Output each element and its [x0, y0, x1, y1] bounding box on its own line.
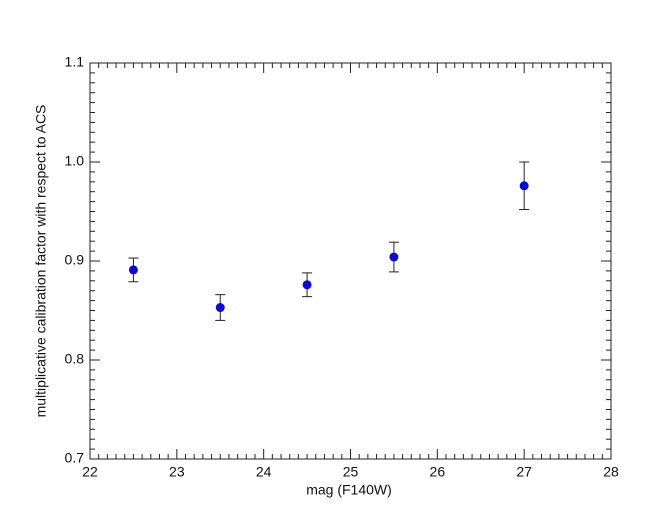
- y-tick-label: 0.7: [65, 450, 85, 466]
- x-tick-label: 22: [82, 464, 98, 480]
- x-tick-label: 27: [516, 464, 532, 480]
- x-tick-label: 23: [169, 464, 185, 480]
- x-tick-label: 26: [430, 464, 446, 480]
- y-tick-label: 0.8: [65, 351, 85, 367]
- y-tick-label: 1.0: [65, 153, 85, 169]
- point: [389, 252, 399, 262]
- x-tick-label: 28: [603, 464, 619, 480]
- y-tick-label: 0.9: [65, 252, 85, 268]
- y-axis-label: multiplicative calibration factor with r…: [33, 105, 49, 418]
- point: [302, 280, 312, 290]
- point: [128, 265, 138, 275]
- y-tick-label: 1.1: [65, 54, 85, 70]
- x-tick-label: 25: [343, 464, 359, 480]
- x-axis-label: mag (F140W): [306, 482, 392, 498]
- plot-frame: [89, 62, 612, 460]
- point: [519, 181, 529, 191]
- x-tick-label: 24: [256, 464, 272, 480]
- point: [215, 303, 225, 313]
